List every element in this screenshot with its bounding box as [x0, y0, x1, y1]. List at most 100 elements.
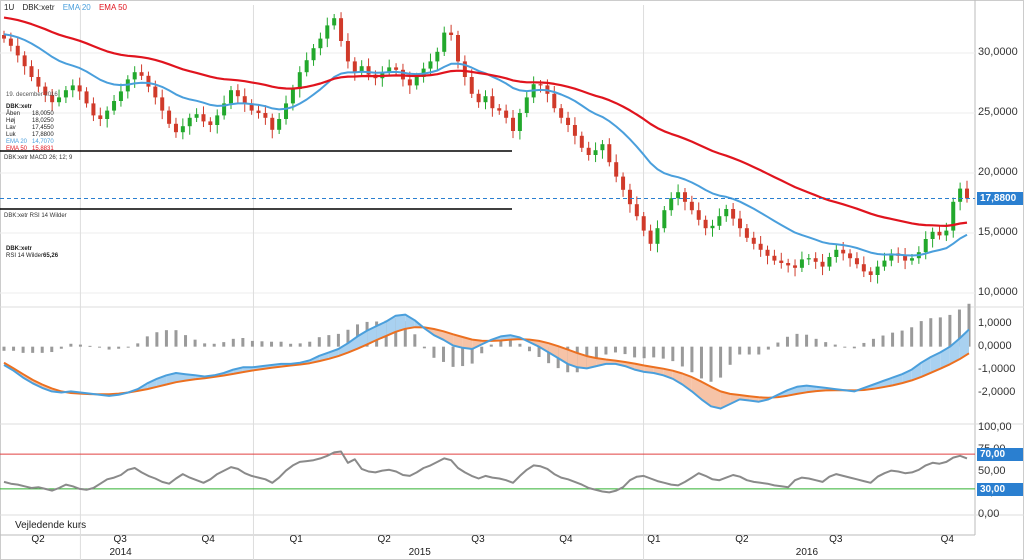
candle-body [586, 147, 591, 155]
candle-body [738, 218, 743, 229]
macd-histogram-bar [270, 341, 274, 347]
candle-body [394, 67, 399, 70]
candle-body [779, 260, 784, 263]
candle-body [132, 72, 137, 80]
macd-histogram-bar [203, 343, 207, 347]
macd-fill [883, 377, 893, 388]
candle-body [242, 96, 247, 104]
year-label: 2014 [109, 547, 132, 558]
candle-body [882, 260, 887, 267]
macd-fill [711, 386, 721, 409]
candle-body [339, 18, 344, 41]
macd-histogram-bar [843, 346, 847, 348]
candle-body [923, 239, 928, 253]
candle-body [270, 117, 275, 130]
candle-body [758, 243, 763, 250]
candle-body [63, 90, 68, 98]
macd-histogram-bar [69, 343, 73, 347]
candle-body [848, 253, 853, 259]
candle-body [105, 110, 110, 119]
macd-tick-label: -2,0000 [978, 385, 1016, 398]
candle-body [854, 258, 859, 265]
info-symbol: DBK:xetr [6, 104, 33, 110]
macd-fill [462, 337, 473, 349]
candle-body [861, 264, 866, 272]
candle-body [43, 86, 48, 95]
price-tick-label: 30,0000 [978, 46, 1018, 58]
macd-histogram-bar [422, 346, 426, 349]
candle-body [607, 144, 612, 163]
macd-histogram-bar [967, 303, 971, 347]
macd-fill [730, 393, 740, 404]
macd-histogram-bar [795, 333, 799, 347]
macd-histogram-bar [317, 337, 321, 347]
candle-body [579, 135, 584, 148]
macd-fill [367, 326, 377, 345]
macd-fill [443, 331, 454, 346]
candle-body [311, 48, 316, 61]
macd-histogram-bar [155, 332, 159, 347]
rsi-info-label: RSI 14 Wilder [6, 253, 44, 259]
candle-body [235, 90, 240, 97]
macd-tick-label: 1,0000 [978, 316, 1012, 329]
macd-histogram-bar [117, 346, 121, 349]
candle-body [139, 72, 144, 76]
quarter-label: Q2 [735, 534, 749, 545]
quarter-label: Q1 [647, 534, 661, 545]
candle-body [173, 123, 178, 133]
candle-body [297, 72, 302, 89]
macd-histogram-bar [88, 345, 92, 347]
macd-histogram-bar [279, 341, 283, 347]
macd-histogram-bar [327, 335, 331, 347]
macd-histogram-bar [336, 333, 340, 347]
candle-body [180, 126, 185, 133]
candle-body [614, 162, 619, 177]
macd-fill [911, 362, 922, 381]
macd-histogram-bar [480, 346, 484, 354]
macd-histogram-bar [910, 327, 914, 347]
macd-fill [176, 373, 186, 383]
macd-fill [663, 368, 673, 379]
year-label: 2015 [408, 547, 431, 558]
macd-histogram-bar [78, 344, 82, 347]
macd-histogram-bar [193, 339, 197, 347]
macd-fill [691, 377, 702, 400]
ema50-line [3, 16, 968, 227]
macd-histogram-bar [871, 338, 875, 347]
candle-body [50, 95, 55, 103]
macd-histogram-bar [107, 346, 111, 350]
candle-body [889, 253, 894, 261]
candle-body [820, 261, 825, 267]
candle-body [827, 257, 832, 267]
macd-histogram-bar [126, 346, 130, 348]
candle-body [2, 35, 6, 39]
macd-histogram-bar [289, 343, 293, 347]
macd-histogram-bar [728, 346, 732, 365]
macd-fill [539, 340, 549, 353]
macd-histogram-bar [594, 346, 598, 362]
candle-body [841, 249, 846, 254]
candle-body [909, 258, 914, 261]
macd-histogram-bar [231, 338, 235, 347]
candle-body [146, 75, 151, 87]
candle-body [476, 93, 481, 103]
candle-body [744, 228, 749, 238]
candle-body [160, 97, 165, 111]
macd-histogram-bar [222, 342, 226, 347]
macd-histogram-bar [40, 346, 44, 353]
candle-body [277, 119, 282, 130]
price-tick-label: 10,0000 [978, 286, 1018, 298]
rsi-tick-label: 50,00 [978, 464, 1006, 477]
info-value: 18,0250 [32, 118, 54, 124]
info-key: EMA 20 [6, 139, 28, 145]
candle-body [228, 90, 233, 104]
macd-histogram-bar [948, 314, 952, 347]
candle-body [834, 249, 839, 257]
macd-histogram-bar [260, 341, 264, 347]
candle-body [304, 60, 309, 73]
macd-histogram-bar [776, 342, 780, 347]
candle-body [249, 103, 254, 111]
candle-body [167, 110, 172, 124]
candle-body [648, 230, 653, 244]
macd-histogram-bar [298, 343, 302, 347]
